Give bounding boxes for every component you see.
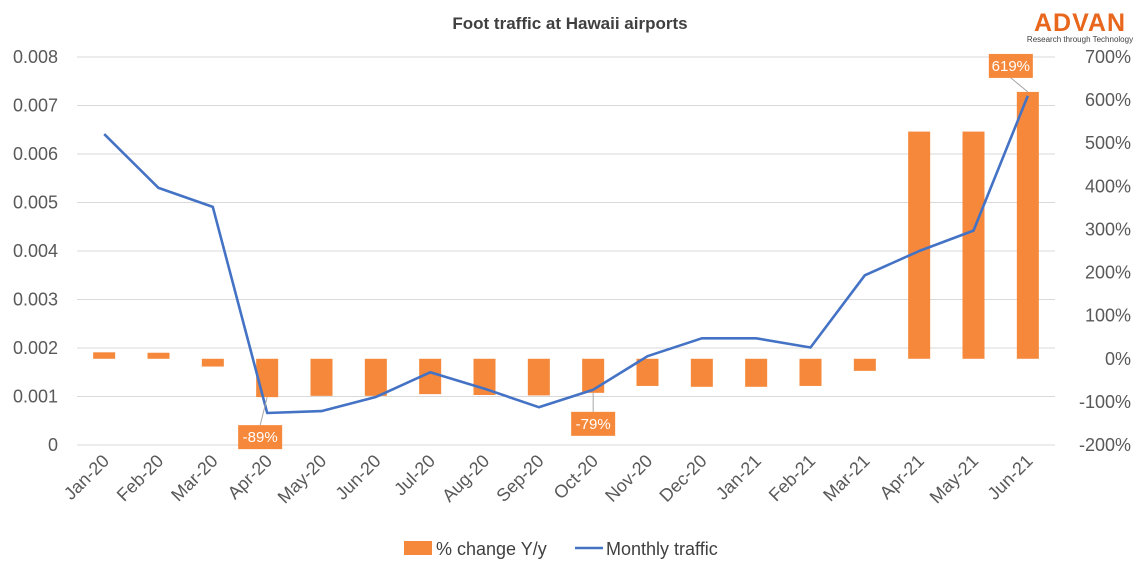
traffic-line [103,95,1030,415]
bar [201,358,224,367]
legend-label-line: Monthly traffic [606,539,718,559]
data-label-box [238,425,283,450]
line-series [103,95,1030,415]
data-label-box [571,411,616,436]
y-left-tick-label: 0.001 [13,387,58,407]
bar [853,358,876,371]
x-tick-label: Mar-20 [167,451,221,505]
bar [745,358,768,387]
x-tick-label: Jun-21 [984,451,1037,504]
y-right-tick-label: 700% [1085,47,1131,67]
y-left-tick-label: 0.008 [13,47,58,67]
x-tick-label: May-20 [274,451,331,508]
y-left-tick-label: 0.005 [13,193,58,213]
chart-title: Foot traffic at Hawaii airports [452,14,687,33]
y-right-tick-label: 500% [1085,133,1131,153]
bar [147,352,170,359]
bar [527,358,550,396]
bar [799,358,822,386]
x-tick-label: May-21 [926,451,983,508]
bar [582,358,605,393]
bar-series [93,91,1039,398]
data-label-box [988,53,1033,78]
y-right-tick-label: 600% [1085,90,1131,110]
bar [690,358,713,387]
x-tick-label: Dec-20 [655,451,710,506]
x-tick-label: Mar-21 [819,451,873,505]
data-label-leader [1010,77,1029,93]
data-label-leader [259,397,268,426]
y-left-tick-label: 0.004 [13,241,58,261]
legend-label-bar: % change Y/y [436,539,547,559]
logo-name: ADVAN [1034,9,1126,37]
x-tick-label: Oct-20 [550,451,602,503]
y-left-tick-label: 0.006 [13,144,58,164]
y-left-tick-label: 0 [48,435,58,455]
bar [256,358,279,398]
x-tick-label: Feb-21 [765,451,819,505]
bar [310,358,333,396]
bar [1016,91,1039,359]
data-label: -79% [576,416,611,433]
y-right-tick-label: 200% [1085,263,1131,283]
y-left-tick-label: 0.003 [13,290,58,310]
x-tick-label: Apr-20 [224,451,276,503]
x-tick-label: Aug-20 [438,451,493,506]
advan-logo: ADVAN Research through Technology [1027,9,1133,44]
y-right-tick-label: 100% [1085,306,1131,326]
bar [962,131,985,359]
legend-swatch-bar [404,541,432,555]
x-tick-label: Apr-21 [876,451,928,503]
bar [364,358,387,396]
bar [636,358,659,386]
y-right-tick-label: -200% [1079,435,1131,455]
x-tick-label: Jan-21 [712,451,765,504]
bar [93,352,116,359]
gridlines [77,56,1055,446]
annotations: -89% -79% 619% [238,53,1033,450]
logo-tagline: Research through Technology [1027,35,1133,44]
x-tick-label: Jul-20 [390,451,439,500]
y-right-tick-label: 400% [1085,176,1131,196]
y-left-tick-label: 0.002 [13,338,58,358]
x-tick-label: Jan-20 [60,451,113,504]
bar [419,358,442,395]
legend: % change Y/y Monthly traffic [404,539,718,559]
x-tick-label: Sep-20 [492,451,547,506]
y-left-tick-label: 0.007 [13,96,58,116]
y-right-tick-label: -100% [1079,392,1131,412]
y-axis-right: -200% -100% 0% 100% 200% 300% 400% 500% 600% 700% [1079,47,1131,455]
y-right-tick-label: 300% [1085,219,1131,239]
y-axis-left: 0 0.001 0.002 0.003 0.004 0.005 0.006 0.007 0.00… [13,47,58,455]
x-tick-label: Nov-20 [601,451,656,506]
x-tick-label: Feb-20 [113,451,167,505]
x-tick-label: Jun-20 [332,451,385,504]
data-label: -89% [243,429,278,446]
y-right-tick-label: 0% [1105,349,1131,369]
data-label: 619% [992,58,1030,75]
bar [908,131,931,359]
